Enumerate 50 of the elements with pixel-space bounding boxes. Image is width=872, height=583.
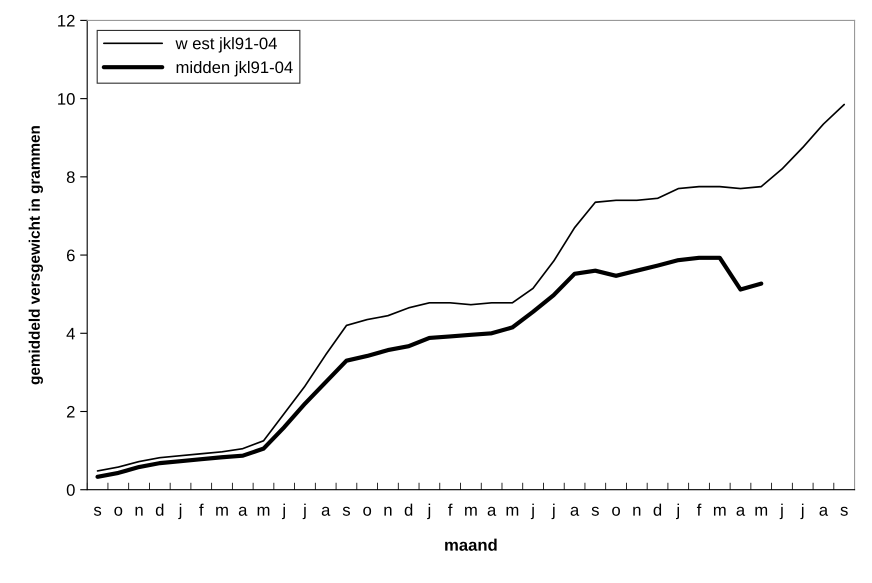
y-tick-label: 0 [66, 484, 75, 496]
line-series [95, 256, 764, 479]
x-tick-label: s [840, 506, 848, 516]
x-tick-label: j [302, 504, 306, 520]
legend-label: w est jkl91-04 [176, 37, 277, 53]
y-tick-label: 2 [66, 406, 75, 418]
y-tick-label: 4 [66, 328, 75, 340]
x-tick-label: f [199, 504, 204, 516]
x-tick-label: j [552, 504, 555, 520]
x-tick-label: a [238, 506, 248, 516]
x-tick-label: m [216, 506, 228, 516]
x-tick-label: d [654, 504, 662, 516]
x-tick-label: s [342, 506, 350, 516]
x-tick-label: o [612, 506, 620, 516]
x-tick-label: a [322, 506, 330, 516]
y-tick-label: 6 [66, 249, 75, 262]
x-tick-label: j [800, 504, 804, 520]
x-tick-label: f [696, 504, 702, 516]
x-tick-label: a [488, 506, 496, 516]
x-tick-label: j [530, 504, 534, 520]
y-tick-label: 8 [66, 171, 75, 184]
x-tick-label: f [448, 504, 452, 516]
x-tick-label: m [714, 506, 726, 516]
x-tick-label: n [384, 506, 392, 516]
x-tick-label: a [736, 506, 746, 516]
y-tick-label: 10 [58, 93, 75, 105]
x-tick-label: o [363, 506, 372, 516]
x-tick-label: o [114, 506, 122, 516]
x-tick-label: n [633, 506, 640, 516]
x-tick-label: j [676, 504, 680, 520]
x-tick-label: n [136, 506, 143, 516]
x-tick-label: a [820, 506, 828, 516]
y-tick-label: 12 [58, 14, 75, 26]
x-axis-title: maand [445, 538, 497, 551]
legend-label: midden jkl91-04 [176, 60, 293, 76]
x-tick-label: j [282, 504, 285, 520]
x-tick-label: j [178, 504, 182, 520]
line-series [96, 104, 846, 472]
x-tick-label: s [94, 506, 102, 516]
x-tick-label: s [592, 506, 599, 516]
x-tick-label: d [156, 504, 164, 516]
y-axis-title: gemiddeld versgewicht in grammen [28, 126, 43, 384]
x-tick-label: d [404, 504, 412, 516]
x-tick-label: j [780, 504, 783, 520]
x-tick-label: m [465, 506, 477, 516]
x-tick-label: a [570, 506, 580, 516]
x-tick-label: m [258, 506, 270, 516]
x-tick-label: m [755, 506, 768, 516]
x-tick-label: m [506, 506, 518, 516]
x-tick-label: j [427, 504, 430, 520]
